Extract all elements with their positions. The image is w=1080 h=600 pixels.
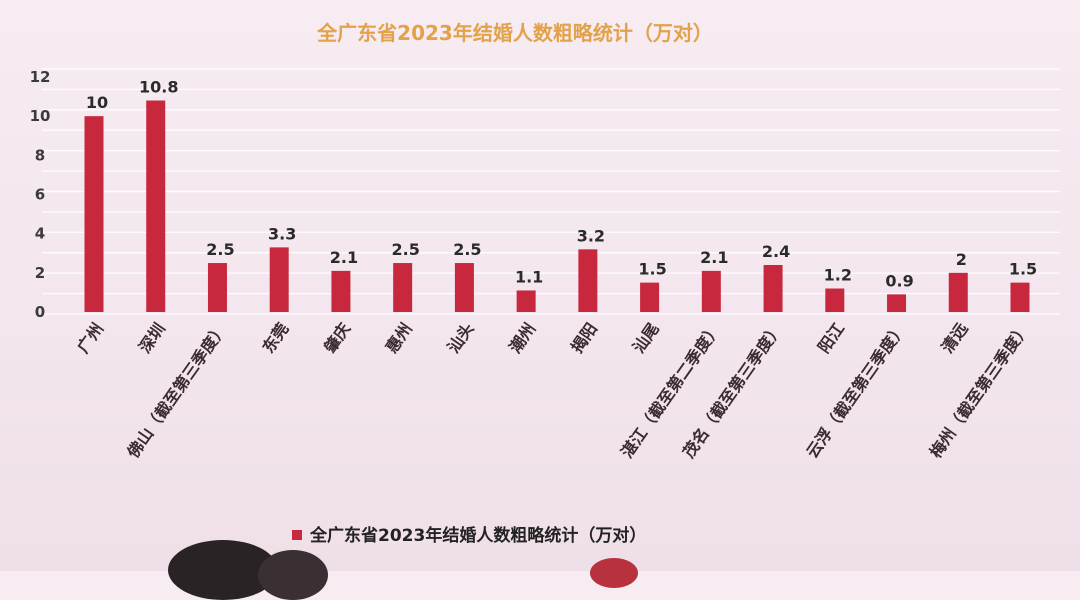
category-label: 揭阳 — [567, 319, 601, 356]
chart-title: 全广东省2023年结婚人数粗略统计（万对） — [316, 21, 713, 45]
category-label: 惠州 — [382, 319, 416, 356]
value-labels: 10 10.8 2.5 3.3 2.1 2.5 2.5 1.1 3.2 1.5 2.1 2.4 1.2 0… — [86, 78, 1037, 291]
bar — [887, 294, 907, 312]
value-label: 2.5 — [391, 240, 419, 259]
y-tick-label: 10 — [30, 107, 51, 125]
value-label: 1.1 — [515, 267, 543, 286]
bar — [825, 288, 845, 312]
value-label: 2.5 — [206, 240, 234, 259]
value-label: 3.2 — [577, 226, 605, 245]
bar — [763, 265, 783, 312]
value-label: 1.5 — [1009, 260, 1037, 279]
value-label: 2.1 — [330, 248, 358, 267]
bar — [207, 263, 227, 312]
y-axis-ticks: 0 2 4 6 8 10 12 — [30, 68, 51, 321]
value-label: 2 — [956, 250, 967, 269]
bar — [578, 249, 598, 312]
bars — [84, 100, 1030, 313]
y-tick-label: 0 — [35, 303, 45, 321]
category-label: 潮州 — [505, 319, 539, 356]
category-label: 肇庆 — [320, 319, 355, 357]
category-label: 汕头 — [444, 319, 478, 356]
legend: 全广东省2023年结婚人数粗略统计（万对） — [292, 525, 646, 546]
value-label: 3.3 — [268, 224, 296, 243]
legend-label: 全广东省2023年结婚人数粗略统计（万对） — [309, 525, 646, 546]
y-tick-label: 2 — [35, 264, 45, 282]
category-label: 广州 — [73, 319, 107, 356]
bar — [1010, 282, 1030, 312]
category-label: 深圳 — [135, 319, 169, 356]
y-tick-label: 4 — [35, 225, 45, 243]
category-label: 阳江 — [814, 319, 848, 356]
category-label: 东莞 — [259, 319, 293, 356]
value-label: 2.1 — [700, 248, 728, 267]
bar — [84, 116, 104, 313]
audience-head-silhouette — [258, 550, 328, 600]
value-label: 1.2 — [824, 266, 852, 285]
value-label: 2.5 — [453, 240, 481, 259]
bar — [454, 263, 474, 312]
category-label: 清远 — [938, 319, 972, 356]
bar — [948, 272, 968, 312]
category-label: 汕尾 — [629, 319, 663, 356]
legend-swatch — [292, 530, 302, 540]
value-label: 10 — [86, 93, 108, 112]
y-tick-label: 6 — [35, 186, 45, 204]
bar — [640, 282, 660, 312]
audience-head-silhouette — [590, 558, 638, 588]
bar — [393, 263, 413, 312]
bar — [146, 100, 166, 312]
bar — [516, 290, 536, 312]
bar — [331, 270, 351, 312]
y-tick-label: 12 — [30, 68, 51, 86]
y-tick-label: 8 — [35, 146, 45, 164]
value-label: 0.9 — [885, 271, 913, 290]
bar-chart: 全广东省2023年结婚人数粗略统计（万对） 0 2 4 6 8 10 12 10 10.8 2.… — [29, 21, 1038, 546]
bar — [701, 270, 721, 312]
value-label: 10.8 — [139, 78, 178, 97]
value-label: 2.4 — [762, 242, 790, 261]
bar — [269, 247, 289, 312]
value-label: 1.5 — [638, 260, 666, 279]
